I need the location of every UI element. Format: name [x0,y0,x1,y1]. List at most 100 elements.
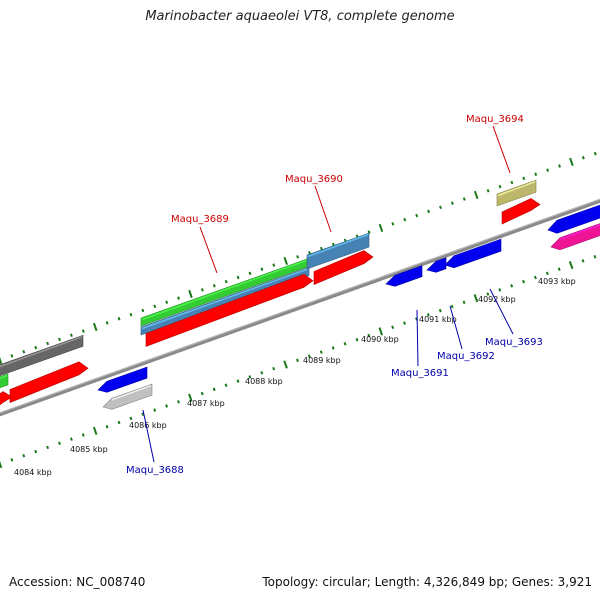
feature-red-3694[interactable] [501,198,541,225]
gene-label-maqu_3692[interactable]: Maqu_3692 [437,351,495,362]
upper-track-tick [427,209,431,214]
lower-track-tick [568,260,574,270]
upper-track-tick [0,356,3,365]
lower-track-tick [486,292,490,296]
feature-steelblue-3690[interactable] [306,232,370,270]
upper-track-tick [569,157,574,167]
upper-track-tick [593,151,597,156]
upper-track-tick [283,256,288,266]
feature-red-left-a[interactable] [9,361,89,403]
upper-track-tick [522,176,526,181]
gene-label-maqu_3693[interactable]: Maqu_3693 [485,337,543,348]
upper-track-tick [581,156,585,160]
feature-blue-3693[interactable] [444,238,502,269]
upper-track-tick [473,190,479,200]
lower-track-tick [593,255,597,259]
upper-track-tick [200,288,204,292]
lower-track-tick [34,449,38,454]
upper-track-tick [105,321,109,325]
upper-track-tick [378,223,384,233]
lower-track-tick [498,288,502,292]
lower-track-tick [177,400,180,404]
map-title: Marinobacter aquaeolei VT8, complete gen… [145,9,455,24]
upper-track-tick [117,316,121,321]
upper-track-tick [534,172,538,177]
lower-track-tick [545,271,549,276]
feature-blue-3692[interactable] [426,257,447,273]
gene-label-maqu_3690[interactable]: Maqu_3690 [285,174,343,185]
upper-track-tick [177,296,181,300]
upper-track-tick [248,271,252,276]
lower-track-tick [0,460,3,469]
lower-track-tick [462,300,466,305]
genome-stats-text: Topology: circular; Length: 4,326,849 bp… [262,575,592,589]
lower-track-tick [296,358,299,363]
upper-track-tick [22,350,26,354]
lower-track-tick [212,387,216,392]
lower-track-tick [69,437,73,441]
kbp-tick-label: 4090 kbp [361,335,399,344]
lower-track-tick [272,366,276,371]
kbp-tick-label: 4088 kbp [245,377,283,386]
upper-track-tick [212,283,216,288]
upper-track-tick [236,275,240,280]
feature-blue-3688[interactable] [97,366,148,393]
gene-leader-line [142,409,155,463]
upper-track-tick [69,333,73,337]
lower-track-tick [367,333,371,338]
upper-track-tick [10,354,14,358]
upper-track-tick [34,345,38,350]
feature-red-3689[interactable] [145,273,314,347]
upper-track-tick [498,184,502,189]
backbone-highlight [0,198,600,414]
upper-track-tick [308,250,311,255]
gene-label-maqu_3691[interactable]: Maqu_3691 [391,368,449,379]
kbp-tick-label: 4087 kbp [187,399,225,408]
gene-leader-line [314,185,332,233]
lower-track-tick [343,342,347,346]
feature-blue-3691[interactable] [385,265,423,287]
upper-track-tick [391,222,395,226]
upper-track-tick [462,197,466,201]
feature-lightgray-3688[interactable] [102,383,153,410]
feature-khaki-3694[interactable] [496,179,537,207]
feature-red-3690[interactable] [313,250,374,285]
feature-green-left[interactable] [0,373,9,390]
lower-track-tick [165,404,169,408]
lower-track-tick [319,350,323,354]
lower-track-tick [92,426,98,435]
gene-label-maqu_3689[interactable]: Maqu_3689 [171,214,229,225]
feature-red-left-b[interactable] [0,391,13,408]
accession-text: Accession: NC_008740 [9,575,146,589]
lower-track-tick [141,412,145,417]
feature-layer [0,179,600,410]
feature-gray-left[interactable] [0,334,84,377]
feature-pink-right[interactable] [550,222,600,251]
lower-track-tick [105,424,109,429]
lower-track-tick [581,259,585,263]
upper-track-tick [367,230,371,234]
kbp-tick-label: 4093 kbp [538,277,576,286]
lower-track-tick [200,391,204,396]
lower-track-tick [224,383,228,387]
upper-track-tick [46,341,50,346]
upper-track-tick [450,201,454,205]
lower-track-tick [283,360,288,369]
lower-track-tick [510,284,514,288]
upper-track-tick [296,255,300,259]
upper-track-tick [439,205,442,210]
gene-label-maqu_3688[interactable]: Maqu_3688 [126,465,184,476]
kbp-tick-label: 4084 kbp [14,468,52,477]
gene-label-maqu_3694[interactable]: Maqu_3694 [466,114,524,125]
kbp-tick-label: 4092 kbp [478,295,516,304]
feature-blue-right[interactable] [547,203,600,234]
lower-track-tick [450,304,454,309]
lower-track-tick [188,393,193,402]
lower-track-tick [260,371,264,375]
upper-track-tick [58,337,61,342]
feature-steelblue-3689[interactable] [140,266,310,336]
upper-track-tick [415,213,419,218]
gene-leader-line [449,305,463,350]
lower-track-tick [236,379,240,383]
